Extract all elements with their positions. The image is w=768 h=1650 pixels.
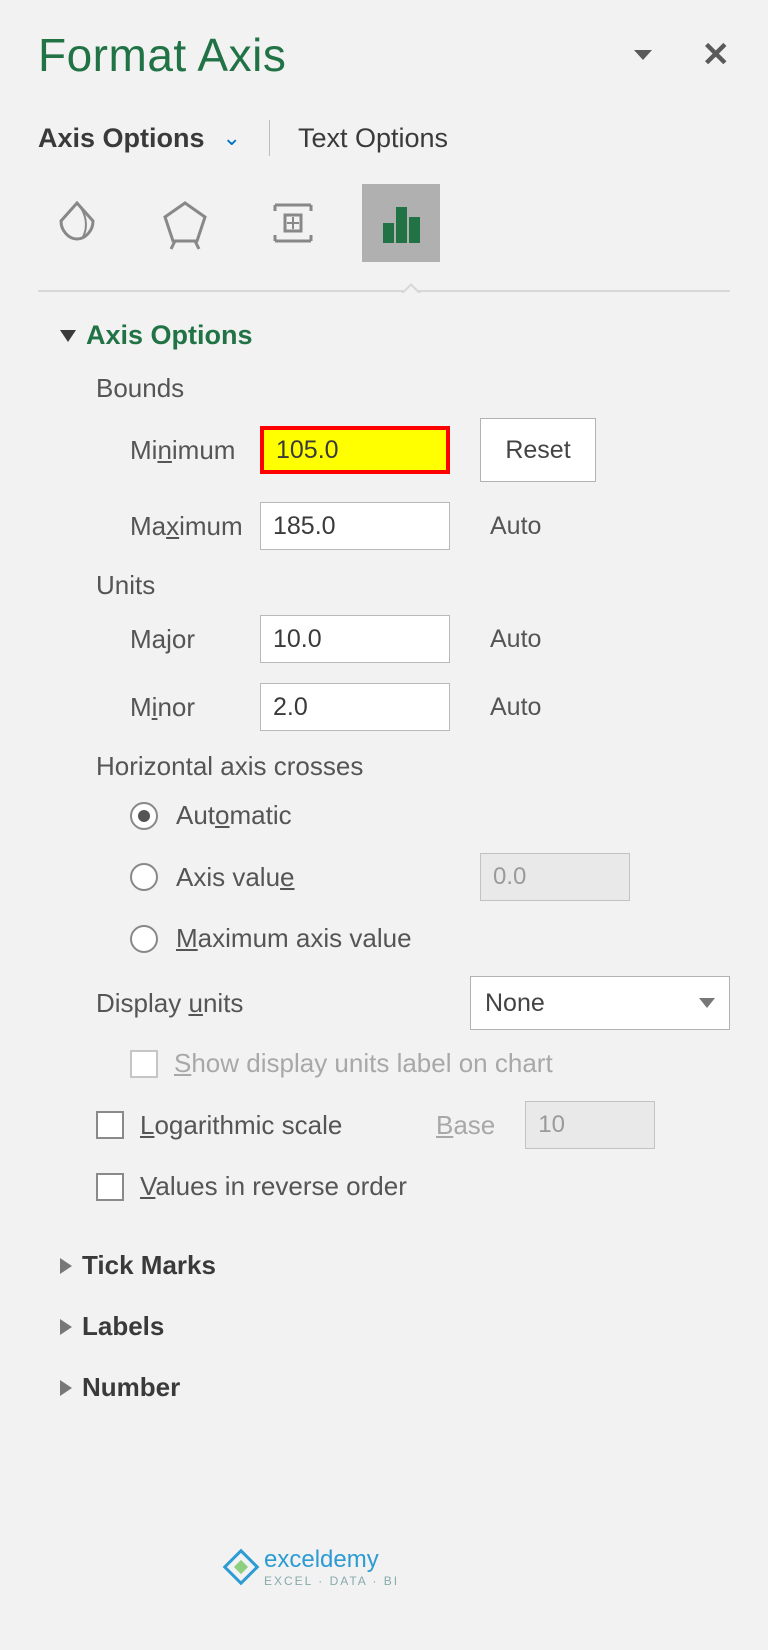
radio-label: Automatic xyxy=(176,800,292,831)
section-title: Axis Options xyxy=(86,320,253,351)
radio-icon xyxy=(130,802,158,830)
tab-separator xyxy=(269,120,270,156)
units-label: Units xyxy=(96,570,730,601)
radio-axis-value[interactable]: Axis value xyxy=(130,853,730,901)
minimum-row: Minimum Reset xyxy=(60,418,730,482)
options-dropdown-icon[interactable] xyxy=(634,50,652,60)
tab-text-options[interactable]: Text Options xyxy=(298,123,448,154)
fill-line-icon[interactable] xyxy=(38,184,116,262)
chevron-down-icon[interactable]: ⌄ xyxy=(223,125,241,151)
major-row: Major Auto xyxy=(60,615,730,663)
section-header-number[interactable]: Number xyxy=(60,1372,730,1403)
radio-icon xyxy=(130,925,158,953)
expand-icon xyxy=(60,1319,72,1335)
checkbox-icon xyxy=(96,1111,124,1139)
base-input xyxy=(525,1101,655,1149)
watermark-brand: exceldemy xyxy=(264,1546,399,1574)
close-icon[interactable]: ✕ xyxy=(702,38,731,72)
radio-max-axis-value[interactable]: Maximum axis value xyxy=(130,923,730,954)
minor-label: Minor xyxy=(60,692,260,723)
base-label: Base xyxy=(436,1110,495,1141)
major-auto-label: Auto xyxy=(450,625,570,654)
display-units-label: Display units xyxy=(96,988,243,1019)
section-header-tick-marks[interactable]: Tick Marks xyxy=(60,1250,730,1281)
title-row: Format Axis ✕ xyxy=(38,28,730,82)
minor-auto-label: Auto xyxy=(450,693,570,722)
maximum-row: Maximum Auto xyxy=(60,502,730,550)
size-properties-icon[interactable] xyxy=(254,184,332,262)
watermark-tagline: EXCEL · DATA · BI xyxy=(264,1574,399,1588)
tab-row: Axis Options ⌄ Text Options xyxy=(38,120,730,156)
radio-label: Maximum axis value xyxy=(176,923,412,954)
maximum-auto-label: Auto xyxy=(450,512,570,541)
major-label: Major xyxy=(60,624,260,655)
minimum-input[interactable] xyxy=(260,426,450,474)
maximum-input[interactable] xyxy=(260,502,450,550)
minor-row: Minor Auto xyxy=(60,683,730,731)
radio-label: Axis value xyxy=(176,862,406,893)
section-title: Number xyxy=(82,1372,180,1403)
category-icon-tabs xyxy=(38,184,730,262)
minor-input[interactable] xyxy=(260,683,450,731)
checkbox-icon xyxy=(96,1173,124,1201)
checkbox-label: Show display units label on chart xyxy=(174,1048,553,1079)
checkbox-label: Logarithmic scale xyxy=(140,1110,420,1141)
display-units-select[interactable]: None xyxy=(470,976,730,1030)
axis-value-input xyxy=(480,853,630,901)
tab-axis-options[interactable]: Axis Options xyxy=(38,123,205,154)
expand-icon xyxy=(60,1258,72,1274)
axis-options-icon[interactable] xyxy=(362,184,440,262)
minimum-label: Minimum xyxy=(60,435,260,466)
reset-button[interactable]: Reset xyxy=(480,418,596,482)
display-units-row: Display units None xyxy=(96,976,730,1030)
section-header-labels[interactable]: Labels xyxy=(60,1311,730,1342)
maximum-label: Maximum xyxy=(60,511,260,542)
watermark-logo-icon xyxy=(223,1549,260,1586)
radio-icon xyxy=(130,863,158,891)
divider xyxy=(38,280,730,302)
watermark: exceldemy EXCEL · DATA · BI xyxy=(228,1546,399,1588)
horiz-crosses-label: Horizontal axis crosses xyxy=(96,751,730,782)
radio-automatic[interactable]: Automatic xyxy=(130,800,730,831)
checkbox-icon xyxy=(130,1050,158,1078)
axis-options-section: Axis Options Bounds Minimum Reset Maximu… xyxy=(38,320,730,1403)
checkbox-label: Values in reverse order xyxy=(140,1171,407,1202)
pane-title: Format Axis xyxy=(38,28,286,82)
reverse-order-checkbox[interactable]: Values in reverse order xyxy=(96,1171,730,1202)
collapse-icon xyxy=(60,330,76,342)
format-axis-pane: Format Axis ✕ Axis Options ⌄ Text Option… xyxy=(0,0,768,1403)
chevron-down-icon xyxy=(699,998,715,1008)
title-controls: ✕ xyxy=(634,38,731,72)
major-input[interactable] xyxy=(260,615,450,663)
expand-icon xyxy=(60,1380,72,1396)
section-title: Labels xyxy=(82,1311,164,1342)
log-scale-checkbox[interactable]: Logarithmic scale Base xyxy=(96,1101,730,1149)
show-display-units-checkbox: Show display units label on chart xyxy=(130,1048,730,1079)
bounds-label: Bounds xyxy=(96,373,730,404)
section-header-axis-options[interactable]: Axis Options xyxy=(60,320,730,351)
effects-icon[interactable] xyxy=(146,184,224,262)
section-title: Tick Marks xyxy=(82,1250,216,1281)
collapsed-sections: Tick Marks Labels Number xyxy=(60,1250,730,1403)
select-value: None xyxy=(485,989,545,1018)
